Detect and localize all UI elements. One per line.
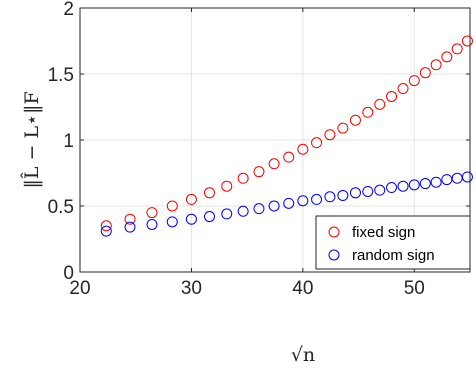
point-random-sign <box>146 218 158 230</box>
point-random-sign <box>441 174 453 186</box>
point-fixed-sign <box>337 122 349 134</box>
legend-label-random-sign: random sign <box>352 247 435 264</box>
point-random-sign <box>297 195 309 207</box>
x-axis-label: √n <box>291 344 315 366</box>
point-random-sign <box>430 176 442 188</box>
point-random-sign <box>337 189 349 201</box>
point-random-sign <box>100 225 112 237</box>
legend-marker-fixed-sign <box>328 226 340 238</box>
point-fixed-sign <box>297 143 309 155</box>
point-fixed-sign <box>324 129 336 141</box>
y-tick-label: 0.5 <box>48 197 74 218</box>
point-fixed-sign <box>146 207 158 219</box>
y-tick-label: 1.5 <box>48 65 74 86</box>
point-fixed-sign <box>311 137 323 149</box>
point-random-sign <box>311 193 323 205</box>
y-axis-label: ‖L̂ − L⋆‖F <box>21 91 43 188</box>
y-tick-label: 1 <box>63 131 74 152</box>
point-fixed-sign <box>362 106 374 118</box>
point-fixed-sign <box>461 35 473 47</box>
point-fixed-sign <box>349 114 361 126</box>
point-random-sign <box>237 205 249 217</box>
point-random-sign <box>221 208 233 220</box>
x-tick-label: 40 <box>292 278 313 299</box>
point-fixed-sign <box>397 83 409 95</box>
point-random-sign <box>362 185 374 197</box>
x-tick-label: 20 <box>69 278 90 299</box>
point-fixed-sign <box>100 220 112 232</box>
point-random-sign <box>203 211 215 223</box>
point-fixed-sign <box>237 172 249 184</box>
point-fixed-sign <box>268 158 280 170</box>
legend-label-fixed-sign: fixed sign <box>352 224 415 241</box>
point-fixed-sign <box>283 151 295 163</box>
axis-ticks: 20 30 40 50 0 0.5 1 1.5 2 <box>48 0 470 299</box>
point-random-sign <box>374 184 386 196</box>
legend-marker-random-sign <box>328 249 340 261</box>
point-fixed-sign <box>253 166 265 178</box>
x-tick-label: 30 <box>181 278 202 299</box>
point-fixed-sign <box>166 200 178 212</box>
point-fixed-sign <box>408 75 420 87</box>
point-fixed-sign <box>374 98 386 110</box>
point-random-sign <box>124 221 136 233</box>
point-fixed-sign <box>441 51 453 63</box>
point-random-sign <box>349 187 361 199</box>
point-fixed-sign <box>430 59 442 71</box>
point-random-sign <box>451 172 463 184</box>
point-fixed-sign <box>386 90 398 102</box>
point-random-sign <box>408 179 420 191</box>
point-fixed-sign <box>185 193 197 205</box>
point-fixed-sign <box>124 213 136 225</box>
point-random-sign <box>185 213 197 225</box>
point-random-sign <box>283 197 295 209</box>
point-fixed-sign <box>221 180 233 192</box>
point-random-sign <box>268 200 280 212</box>
x-tick-label: 50 <box>404 278 425 299</box>
y-tick-label: 0 <box>63 263 74 284</box>
point-fixed-sign <box>419 67 431 79</box>
point-random-sign <box>397 180 409 192</box>
y-tick-label: 2 <box>63 0 74 20</box>
data-points <box>100 35 473 237</box>
point-random-sign <box>253 203 265 215</box>
legend: fixed sign random sign <box>315 215 471 270</box>
point-random-sign <box>166 216 178 228</box>
point-fixed-sign <box>451 43 463 55</box>
point-random-sign <box>386 182 398 194</box>
point-random-sign <box>461 171 473 183</box>
point-random-sign <box>324 191 336 203</box>
legend-box <box>315 215 471 270</box>
point-random-sign <box>419 178 431 190</box>
point-fixed-sign <box>203 187 215 199</box>
